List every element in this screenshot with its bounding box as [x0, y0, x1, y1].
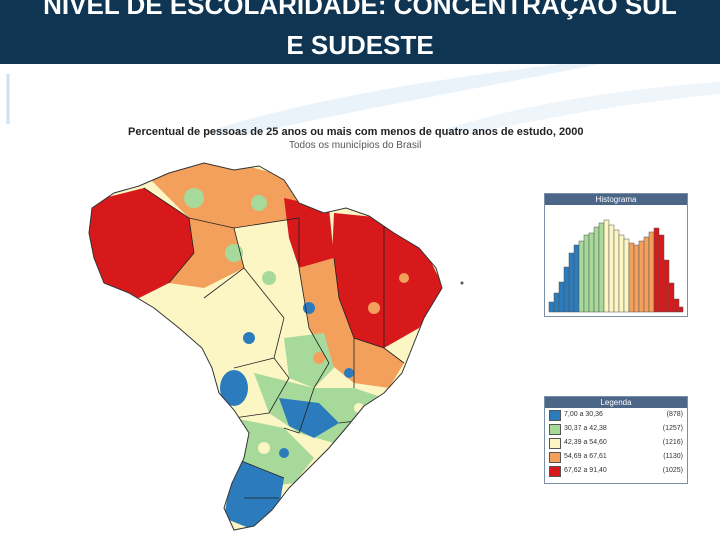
legend-swatch — [549, 466, 561, 477]
histogram-panel: Histograma — [544, 193, 688, 317]
legend-swatch — [549, 452, 561, 463]
legend-range: 67,62 a 91,40 — [564, 467, 607, 474]
map-subtitle: Todos os municípios do Brasil — [289, 140, 422, 151]
legend-range: 7,00 a 30,36 — [564, 411, 603, 418]
legend-range: 30,37 a 42,38 — [564, 425, 607, 432]
slide-title-line-1: NÍVEL DE ESCOLARIDADE: CONCENTRAÇÃO SUL — [43, 0, 677, 20]
legend-range: 54,69 a 67,61 — [564, 453, 607, 460]
histogram-chart — [548, 219, 684, 313]
legend-swatch — [549, 438, 561, 449]
legend-count: (1130) — [663, 453, 683, 460]
legend-count: (1216) — [662, 439, 683, 446]
legend-count: (878) — [666, 411, 683, 418]
legend-range: 42,39 a 54,60 — [564, 439, 607, 446]
slide-title-bar: NÍVEL DE ESCOLARIDADE: CONCENTRAÇÃO SUL … — [0, 0, 720, 64]
legend-count: (1257) — [662, 425, 683, 432]
legend-item: 67,62 a 91,40 (1025) — [545, 464, 687, 478]
slide-title-line-2: E SUDESTE — [286, 30, 434, 60]
legend-swatch — [549, 410, 561, 421]
legend-panel: Legenda 7,00 a 30,36 (878) 30,37 a 42,38… — [544, 396, 688, 484]
legend-item: 42,39 a 54,60 (1216) — [545, 436, 687, 450]
brazil-choropleth-map — [88, 162, 464, 531]
map-title: Percentual de pessoas de 25 anos ou mais… — [128, 126, 584, 138]
decorative-swoosh — [6, 64, 720, 134]
legend-item: 54,69 a 67,61 (1130) — [545, 450, 687, 464]
legend-title: Legenda — [545, 397, 687, 408]
legend-count: (1025) — [662, 467, 683, 474]
legend-item: 30,37 a 42,38 (1257) — [545, 422, 687, 436]
legend-item: 7,00 a 30,36 (878) — [545, 408, 687, 422]
legend-swatch — [549, 424, 561, 435]
histogram-title: Histograma — [545, 194, 687, 205]
